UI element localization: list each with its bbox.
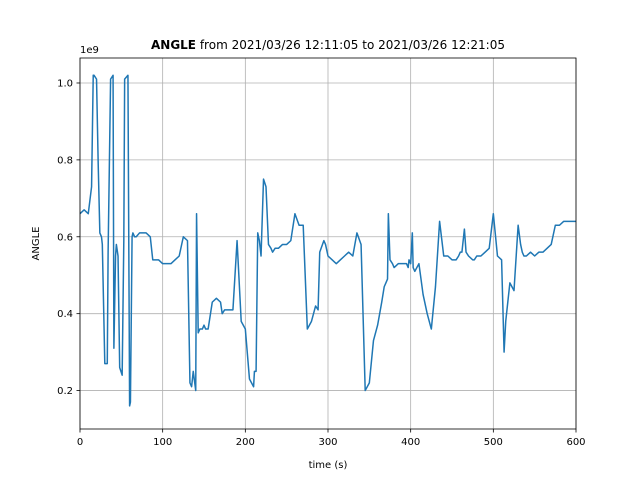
chart-title-bold: ANGLE — [151, 38, 196, 52]
y-axis-ticks: 0.2 0.4 0.6 0.8 1.0 — [57, 78, 80, 397]
series-group — [79, 74, 576, 407]
chart-title-rest: from 2021/03/26 12:11:05 to 2021/03/26 1… — [196, 38, 505, 52]
grid-lines — [79, 58, 577, 429]
x-tick-label: 500 — [484, 437, 503, 448]
y-axis-label: ANGLE — [31, 227, 42, 261]
y-offset-text: 1e9 — [80, 45, 99, 56]
series-line — [79, 74, 576, 407]
y-tick-label: 0.4 — [57, 309, 73, 320]
y-tick-label: 1.0 — [57, 78, 73, 89]
x-tick-label: 100 — [153, 437, 172, 448]
chart-title: ANGLE from 2021/03/26 12:11:05 to 2021/0… — [151, 38, 505, 52]
x-axis-ticks: 0 100 200 300 400 500 600 — [77, 429, 586, 448]
y-tick-label: 0.2 — [57, 386, 73, 397]
y-tick-label: 0.8 — [57, 155, 73, 166]
x-tick-label: 200 — [236, 437, 255, 448]
x-tick-label: 0 — [77, 437, 83, 448]
x-tick-label: 400 — [401, 437, 420, 448]
x-tick-label: 300 — [318, 437, 337, 448]
x-tick-label: 600 — [566, 437, 585, 448]
x-axis-label: time (s) — [309, 460, 348, 471]
y-tick-label: 0.6 — [57, 232, 73, 243]
